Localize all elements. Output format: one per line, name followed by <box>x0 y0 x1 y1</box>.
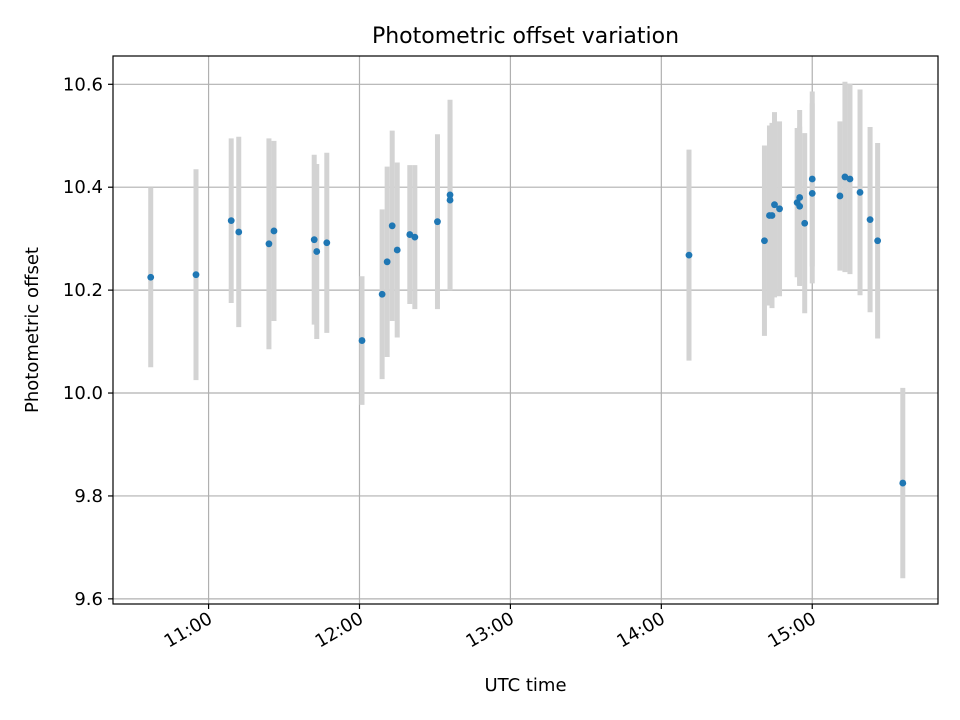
chart-title: Photometric offset variation <box>372 24 679 49</box>
data-point <box>874 237 882 245</box>
data-point <box>388 222 396 230</box>
y-tick-label: 9.6 <box>74 589 103 610</box>
data-point <box>235 228 243 236</box>
y-tick-label: 10.4 <box>63 177 103 198</box>
data-point <box>796 194 804 201</box>
data-point <box>846 175 854 183</box>
data-point <box>265 240 273 248</box>
data-point <box>411 233 419 241</box>
y-tick-label: 9.8 <box>74 486 103 507</box>
data-point <box>310 236 318 244</box>
data-point <box>808 175 816 183</box>
data-point <box>358 337 366 344</box>
data-point <box>768 212 776 219</box>
x-tick-label: 11:00 <box>161 608 216 652</box>
x-tick-label: 12:00 <box>312 608 367 652</box>
data-point <box>771 201 778 209</box>
data-point <box>899 479 907 487</box>
data-point <box>776 205 783 213</box>
data-point <box>383 258 391 266</box>
data-point <box>323 239 331 247</box>
y-tick-label: 10.0 <box>63 383 103 404</box>
y-tick-label: 10.6 <box>63 74 103 95</box>
x-axis-ticks: 11:00 12:00 13:00 14:00 15:00 <box>161 604 820 652</box>
data-points <box>147 173 907 487</box>
y-axis-ticks: 9.6 9.8 10.0 10.2 10.4 10.6 <box>63 74 113 610</box>
data-point <box>761 237 768 245</box>
data-point <box>434 218 441 226</box>
data-point <box>856 188 864 196</box>
data-point <box>836 192 844 200</box>
y-axis-title: Photometric offset <box>22 247 43 413</box>
x-axis-title: UTC time <box>484 675 566 696</box>
data-point <box>192 271 200 279</box>
data-point <box>270 227 278 235</box>
data-point <box>446 196 454 204</box>
x-tick-label: 14:00 <box>613 608 668 652</box>
data-point <box>406 231 414 238</box>
data-point <box>227 217 235 225</box>
data-point <box>313 248 321 255</box>
y-tick-label: 10.2 <box>63 280 103 301</box>
data-point <box>378 290 386 298</box>
data-point <box>147 273 155 281</box>
data-point <box>446 191 454 199</box>
data-point <box>685 251 693 259</box>
x-tick-label: 15:00 <box>764 608 819 652</box>
x-tick-label: 13:00 <box>462 608 517 652</box>
data-point <box>808 189 816 197</box>
data-point <box>866 216 874 224</box>
plot-frame <box>112 55 939 605</box>
data-point <box>801 219 809 227</box>
data-point <box>393 246 401 254</box>
data-point <box>796 202 804 210</box>
